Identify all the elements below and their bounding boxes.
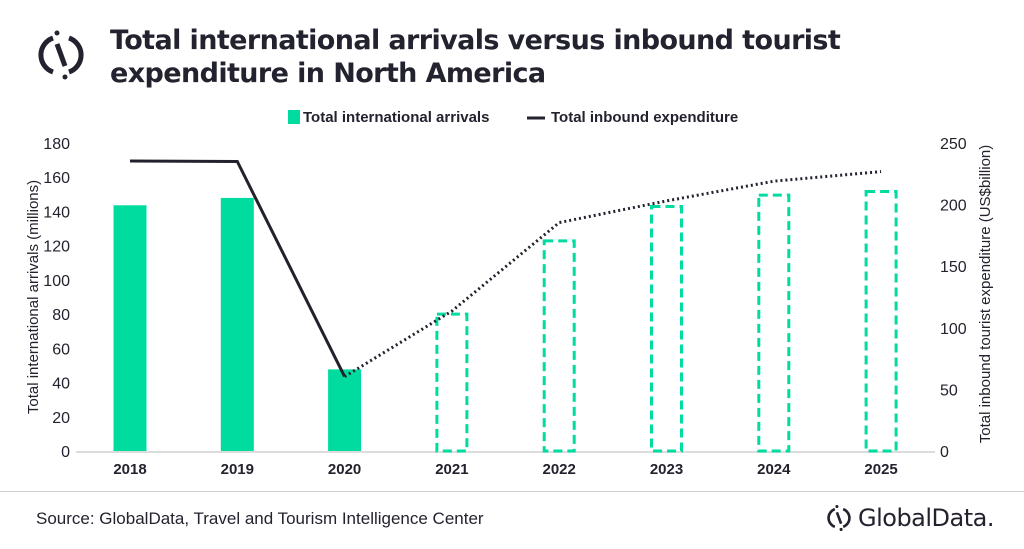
- bar-2018: [113, 205, 147, 451]
- source-note: Source: GlobalData, Travel and Tourism I…: [36, 509, 484, 528]
- right-axis-label: Total inbound tourist expenditure (US$bi…: [977, 145, 994, 444]
- right-tick-label: 250: [940, 136, 967, 153]
- left-tick-label: 80: [52, 307, 70, 324]
- brand-logo: GlobalData.: [826, 503, 995, 533]
- left-tick-label: 60: [52, 341, 70, 358]
- x-tick-label: 2024: [757, 461, 791, 478]
- chart: Total international arrivals Total inbou…: [25, 109, 994, 478]
- left-tick-label: 20: [52, 410, 70, 427]
- bar-2023: [650, 204, 683, 453]
- right-tick-label: 50: [940, 382, 958, 399]
- bar-2024: [757, 193, 791, 453]
- left-tick-label: 100: [43, 273, 70, 290]
- brand-name: GlobalData.: [858, 504, 995, 532]
- bar-2019: [220, 197, 254, 451]
- right-tick-label: 150: [940, 259, 967, 276]
- x-tick-label: 2023: [650, 461, 683, 478]
- left-tick-label: 160: [43, 170, 70, 187]
- bar-2025: [864, 190, 898, 453]
- globaldata-logo-icon: [827, 505, 851, 531]
- bar-2020: [328, 369, 362, 451]
- legend-swatch-arrivals: [288, 110, 300, 124]
- right-tick-label: 0: [940, 444, 949, 461]
- chart-title: Total international arrivals versus inbo…: [110, 25, 841, 89]
- x-tick-label: 2022: [543, 461, 576, 478]
- left-tick-label: 40: [52, 376, 70, 393]
- legend-label-expenditure: Total inbound expenditure: [551, 109, 738, 126]
- bar-2021: [435, 312, 469, 453]
- x-tick-label: 2025: [864, 461, 897, 478]
- globaldata-logo-icon: [38, 30, 84, 80]
- left-tick-label: 0: [61, 444, 70, 461]
- legend-label-arrivals: Total international arrivals: [303, 109, 489, 126]
- legend: Total international arrivals Total inbou…: [288, 109, 738, 126]
- expenditure-line-forecast: [343, 170, 882, 378]
- x-tick-label: 2018: [113, 461, 146, 478]
- left-tick-label: 140: [43, 204, 70, 221]
- left-tick-label: 180: [43, 136, 70, 153]
- footer-divider: [0, 491, 1024, 492]
- left-axis-label: Total international arrivals (millions): [25, 180, 42, 414]
- x-tick-label: 2020: [328, 461, 361, 478]
- x-tick-label: 2019: [221, 461, 254, 478]
- bar-2022: [542, 239, 576, 453]
- right-tick-label: 200: [940, 198, 967, 215]
- x-tick-label: 2021: [435, 461, 468, 478]
- right-tick-label: 100: [940, 321, 967, 338]
- left-tick-label: 120: [43, 239, 70, 256]
